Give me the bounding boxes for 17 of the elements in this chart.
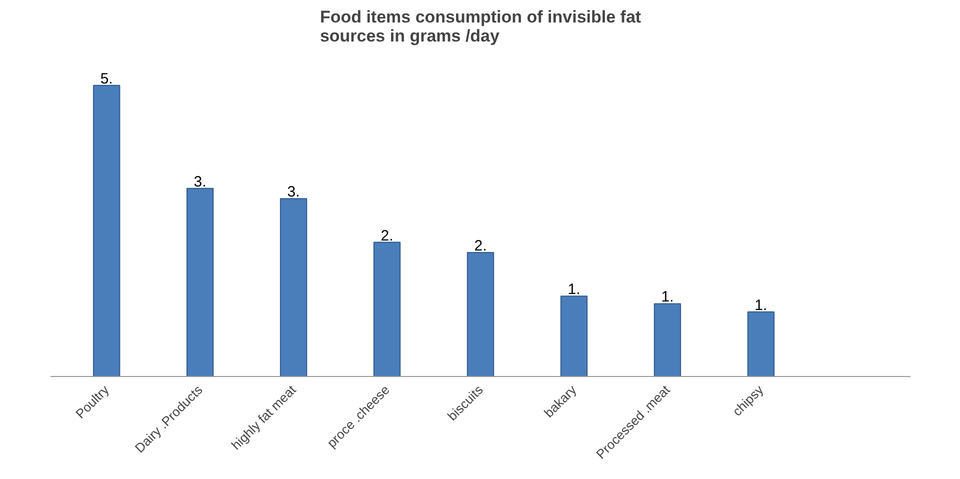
data-label: 1. [568, 281, 580, 298]
data-label: 3. [287, 184, 300, 201]
bar [466, 252, 494, 376]
data-label: 1. [754, 296, 768, 314]
data-label: 1. [661, 288, 674, 306]
bar [560, 296, 588, 376]
bar [186, 188, 214, 376]
bar [747, 311, 775, 376]
bar [93, 84, 120, 376]
chart-title: Food items consumption of invisible fat sources in grams /day [320, 8, 642, 46]
bar [280, 198, 308, 376]
data-label: 3. [194, 173, 206, 190]
data-label: 2. [380, 227, 394, 244]
bar [654, 303, 682, 376]
data-label: 2. [474, 238, 487, 255]
bar [373, 242, 401, 376]
data-label: 5. [100, 70, 113, 88]
